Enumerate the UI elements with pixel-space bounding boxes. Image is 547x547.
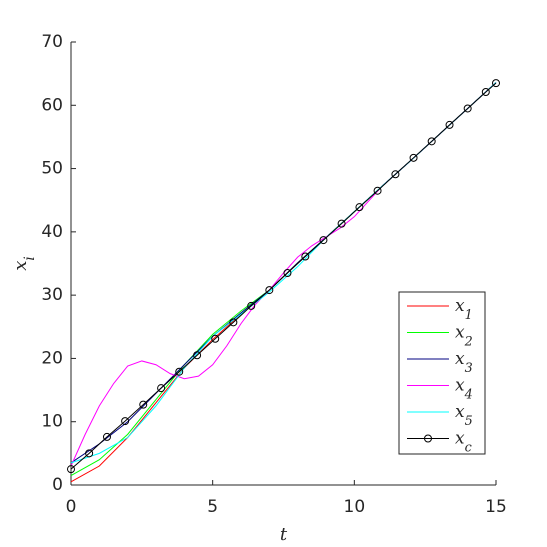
series-marker	[492, 79, 500, 88]
series-marker	[445, 120, 454, 129]
y-tick-label: 60	[41, 95, 63, 115]
series-marker	[481, 87, 490, 96]
y-tick-label: 50	[41, 159, 63, 179]
y-tick-label: 30	[41, 285, 63, 305]
legend-box	[398, 291, 486, 455]
series-marker	[409, 153, 418, 162]
series-marker	[121, 417, 130, 426]
series-marker	[355, 203, 364, 212]
y-tick-label: 40	[41, 222, 63, 242]
series-marker	[319, 236, 328, 245]
series-marker	[247, 301, 256, 310]
x-tick-label: 5	[207, 497, 218, 517]
series-marker	[175, 367, 184, 376]
series-marker	[265, 286, 274, 295]
x-tick-label: 10	[344, 497, 366, 517]
series-marker	[427, 137, 436, 146]
series-marker	[193, 351, 202, 360]
series-line	[70, 82, 497, 470]
series-marker	[139, 400, 148, 409]
series-marker	[337, 219, 346, 228]
series-marker	[373, 186, 382, 195]
y-tick-label: 10	[41, 412, 63, 432]
x-tick-label: 0	[66, 497, 77, 517]
legend-marker	[424, 434, 432, 443]
x-axis-label: t	[280, 524, 288, 545]
series-marker	[67, 465, 75, 474]
y-tick-label: 0	[52, 475, 63, 495]
y-tick-label: 20	[41, 348, 63, 368]
series-marker	[211, 334, 220, 343]
series-marker	[85, 449, 94, 458]
series-marker	[229, 318, 238, 327]
series-marker	[301, 252, 310, 261]
series-marker	[283, 268, 292, 277]
series-marker	[463, 104, 472, 113]
series-marker	[157, 384, 166, 393]
y-tick-label: 70	[41, 32, 63, 52]
series-marker	[102, 432, 111, 441]
series-marker	[391, 170, 400, 179]
x-tick-label: 15	[485, 497, 507, 517]
